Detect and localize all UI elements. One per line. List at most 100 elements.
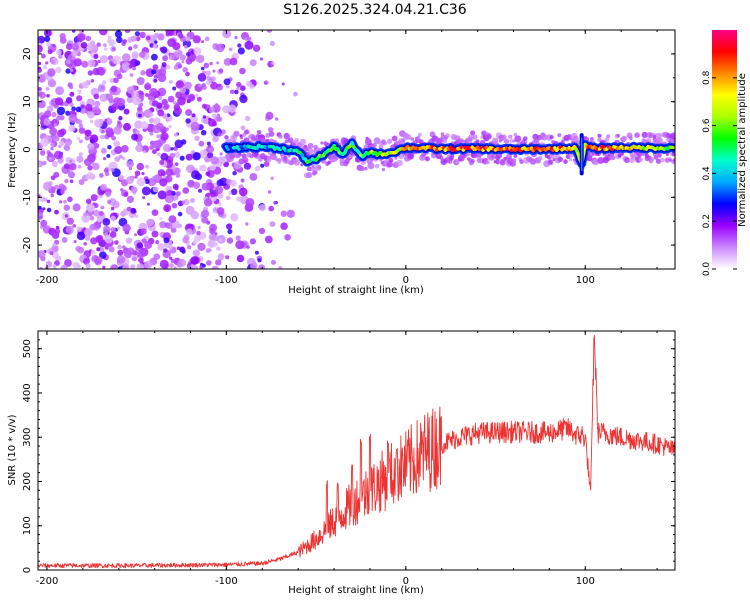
spectrogram-cell — [87, 111, 95, 119]
spectrogram-cell — [64, 259, 72, 267]
spectrogram-cell — [163, 204, 172, 213]
spectrogram-cell — [179, 155, 185, 161]
spectrogram-cell — [84, 158, 92, 167]
spectrogram-cell — [225, 195, 231, 201]
spectrogram-cell — [242, 156, 249, 164]
spectrogram-cell — [81, 60, 89, 68]
spectrogram-cell — [218, 202, 222, 206]
spectrogram-cell — [216, 246, 221, 251]
spectrogram-cell — [124, 30, 131, 34]
spectrogram-cell — [99, 134, 105, 140]
spectrogram-cell — [38, 194, 41, 198]
spectrogram-cell — [43, 197, 48, 202]
spectrogram-cell — [90, 249, 96, 255]
spectrogram-cell — [206, 141, 211, 146]
spectrogram-cell — [174, 49, 183, 58]
spectrogram-cell — [360, 160, 366, 166]
spectrogram-cell — [135, 36, 141, 42]
spectrogram-cell — [191, 113, 196, 118]
spectrogram-cell — [206, 145, 215, 154]
spectrogram-cell — [71, 42, 80, 51]
spectrogram-cell — [162, 55, 169, 62]
spectrogram-cell — [103, 157, 107, 161]
spectrogram-cell — [245, 115, 251, 122]
snr-x-tick-label: 0 — [403, 576, 409, 587]
spectrogram-cell — [86, 171, 94, 180]
spectrogram-cell — [105, 171, 110, 177]
spectrogram-cell — [245, 198, 255, 207]
spectrogram-cell — [217, 253, 225, 261]
spectrogram-cell — [238, 187, 248, 197]
spectrogram-cell — [151, 209, 159, 217]
spectrogram-cell — [660, 157, 665, 163]
snr-x-tick-label: 100 — [576, 576, 595, 587]
spectrogram-cell — [94, 100, 101, 107]
spectrogram-cell — [145, 164, 150, 169]
spectrogram-y-tick-label: -20 — [22, 237, 33, 253]
spectrogram-cell — [72, 224, 77, 228]
spectrogram-cell — [58, 183, 65, 190]
spectrogram-cell — [69, 91, 75, 97]
spectrogram-cell — [169, 263, 174, 268]
spectrogram-cell — [138, 113, 142, 118]
spectrogram-cell — [38, 101, 41, 106]
snr-y-tick-label: 400 — [22, 383, 33, 402]
spectrogram-cell — [55, 97, 64, 106]
spectrogram-cell — [89, 223, 96, 231]
spectrogram-cell — [89, 215, 95, 221]
spectrogram-cell — [339, 161, 345, 167]
spectrogram-cell — [257, 137, 261, 142]
spectrogram-cell — [117, 244, 122, 250]
spectrogram-cell — [136, 77, 145, 85]
spectrogram-cell — [163, 237, 170, 244]
spectrogram-cell — [84, 129, 92, 137]
spectrogram-cell — [359, 165, 365, 172]
spectrogram-cell — [76, 226, 82, 232]
spectrogram-cell — [170, 259, 175, 263]
spectrogram-cell — [237, 43, 242, 48]
spectrogram-cell — [80, 104, 85, 109]
spectrogram-cell — [165, 30, 174, 35]
spectrogram-cell — [98, 210, 104, 216]
spectrogram-cell — [256, 130, 262, 135]
spectrogram-cell — [240, 178, 245, 183]
spectrogram-cell — [67, 196, 73, 203]
spectrogram-cell — [290, 138, 294, 142]
spectrogram-cell — [54, 209, 59, 215]
spectrogram-cell — [372, 142, 377, 148]
spectrogram-cell — [232, 135, 236, 139]
spectrogram-cell — [216, 61, 220, 65]
spectrogram-cell — [144, 241, 153, 249]
spectrogram-cell — [77, 164, 82, 169]
spectrogram-cell — [284, 234, 291, 241]
spectrogram-cell — [252, 44, 261, 52]
spectrogram-cell — [557, 133, 562, 138]
spectrogram-ridge — [221, 129, 675, 179]
spectrogram-cell — [407, 152, 415, 160]
spectrogram-cell — [641, 131, 648, 138]
spectrogram-cell — [126, 160, 134, 168]
spectrogram-cell — [569, 158, 573, 162]
spectrogram-cell — [167, 147, 172, 152]
colorbar-tick-label: 0.8 — [702, 70, 712, 85]
spectrogram-cell — [73, 58, 82, 67]
spectrogram-cell — [181, 249, 186, 254]
spectrogram-cell — [39, 215, 43, 219]
spectrogram-cell — [86, 203, 95, 212]
spectrogram-cell — [94, 119, 103, 128]
spectrogram-cell — [275, 117, 279, 121]
colorbar-ticks: 0.0 0.2 0.4 0.6 0.8 — [702, 70, 737, 276]
spectrogram-cell — [126, 206, 132, 212]
spectrogram-cell — [77, 33, 86, 42]
spectrogram-cell — [597, 133, 602, 138]
spectrogram-cell — [139, 51, 146, 58]
spectrogram-cell — [238, 152, 242, 156]
spectrogram-cell — [182, 236, 189, 244]
spectrogram-cell — [235, 235, 241, 241]
spectrogram-cell — [71, 30, 76, 33]
spectrogram-cell — [500, 159, 505, 164]
spectrogram-cell — [294, 138, 300, 143]
spectrogram-cell — [116, 255, 126, 264]
spectrogram-cell — [97, 67, 106, 76]
spectrogram-cell — [209, 227, 216, 235]
